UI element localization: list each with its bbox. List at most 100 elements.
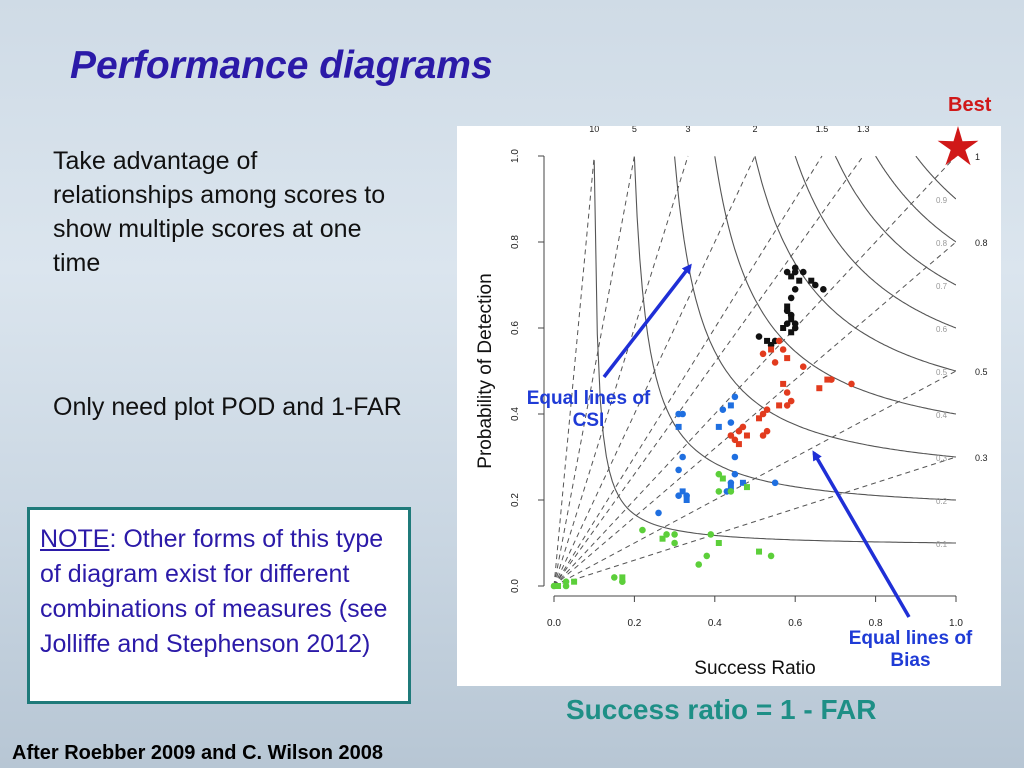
y-tick-label: 1.0 — [510, 149, 521, 163]
csi-line-0.8 — [875, 156, 956, 243]
data-point — [759, 350, 767, 358]
bias-label-10: 10 — [589, 126, 599, 134]
data-point — [731, 453, 739, 461]
data-point — [739, 423, 747, 431]
data-point — [727, 484, 734, 491]
y-tick-label: 0.4 — [510, 407, 521, 421]
data-point — [671, 539, 678, 547]
data-point — [775, 337, 783, 345]
data-point — [799, 363, 807, 370]
data-point — [771, 479, 779, 487]
bias-line-3 — [553, 155, 689, 587]
source-credit: After Roebber 2009 and C. Wilson 2008 — [12, 742, 384, 764]
data-point — [784, 355, 791, 362]
data-point — [727, 419, 735, 426]
data-point — [848, 380, 855, 388]
csi-label-0.5: 0.5 — [936, 368, 948, 377]
data-point — [788, 316, 795, 323]
csi-label-0.3: 0.3 — [936, 454, 948, 463]
data-point — [783, 402, 791, 409]
csi-label-0.2: 0.2 — [936, 497, 948, 506]
data-point — [639, 526, 646, 534]
data-point — [571, 578, 578, 585]
y-axis-label: Probability of Detection — [475, 273, 496, 468]
bias-label-2: 2 — [752, 126, 757, 134]
note-box: NOTE: Other forms of this type of diagra… — [27, 507, 411, 704]
data-point — [755, 333, 763, 340]
data-point — [679, 410, 686, 418]
bias-line-2 — [553, 155, 756, 587]
x-tick-label: 0.6 — [788, 618, 802, 629]
bias-line-1.3 — [553, 155, 864, 587]
data-point — [735, 441, 742, 448]
data-point — [779, 346, 787, 353]
bias-label-5: 5 — [632, 126, 637, 134]
csi-annotation: Equal lines of CSI — [526, 388, 651, 431]
data-point — [679, 488, 686, 495]
x-tick-label: 0.0 — [547, 618, 561, 629]
data-point — [768, 346, 775, 353]
data-point — [727, 402, 734, 409]
data-point — [659, 535, 666, 542]
data-point — [703, 552, 711, 560]
data-point — [555, 583, 562, 589]
data-point — [675, 423, 682, 430]
data-point — [743, 432, 750, 439]
slide-title: Performance diagrams — [70, 44, 493, 87]
data-point — [695, 561, 703, 568]
data-point — [780, 325, 787, 331]
data-point — [796, 277, 803, 284]
x-tick-label: 0.4 — [708, 618, 722, 629]
data-point — [791, 324, 799, 332]
intro-paragraph: Take advantage of relationships among sc… — [53, 147, 386, 277]
csi-label-0.8: 0.8 — [936, 239, 948, 248]
bias-annotation: Equal lines of Bias — [848, 628, 973, 671]
success-ratio-formula: Success ratio = 1 - FAR — [566, 694, 877, 725]
data-point — [679, 453, 686, 461]
data-point — [820, 286, 827, 293]
data-point — [788, 329, 795, 336]
data-point — [764, 337, 771, 344]
data-point — [743, 484, 750, 491]
data-point — [619, 578, 626, 585]
bias-label-3: 3 — [685, 126, 690, 134]
csi-line-0.4 — [714, 156, 956, 415]
bias-label-0.8: 0.8 — [975, 238, 988, 248]
data-point — [763, 427, 771, 435]
x-tick-label: 0.2 — [627, 618, 641, 629]
performance-diagram: 0.1 0.2 0.3 0.4 0.5 0.6 0.7 0.8 0.9 10 5 3 2 1.5 1.3 1 0… — [475, 124, 988, 679]
y-tick-label: 0.6 — [510, 321, 521, 335]
data-point — [731, 393, 739, 401]
data-point — [683, 497, 690, 503]
data-point — [816, 385, 823, 392]
bias-label-1.5: 1.5 — [816, 126, 829, 134]
data-point — [619, 574, 626, 581]
data-point — [675, 466, 682, 474]
data-point — [671, 531, 678, 538]
note-text: : Other forms of this type of diagram ex… — [40, 525, 388, 658]
data-point — [791, 286, 799, 293]
data-point — [756, 548, 763, 555]
data-point — [776, 402, 783, 409]
data-point — [763, 406, 771, 414]
data-point — [812, 281, 819, 289]
csi-label-0.6: 0.6 — [936, 325, 948, 334]
bias-line-0.5 — [553, 370, 957, 587]
data-point — [719, 475, 726, 482]
data-point — [727, 488, 735, 495]
data-point — [767, 552, 775, 560]
data-point — [727, 432, 735, 439]
data-point — [787, 397, 795, 405]
data-point — [787, 294, 795, 302]
bias-label-0.5: 0.5 — [975, 367, 988, 377]
best-label: Best — [948, 94, 992, 116]
bias-line-1 — [553, 155, 957, 587]
data-point — [719, 406, 727, 414]
data-point — [739, 479, 746, 486]
csi-line-0.6 — [794, 156, 956, 329]
data-point — [771, 359, 779, 366]
data-point — [780, 380, 787, 387]
data-point — [824, 376, 831, 383]
data-point — [735, 427, 743, 435]
data-point — [783, 389, 791, 396]
